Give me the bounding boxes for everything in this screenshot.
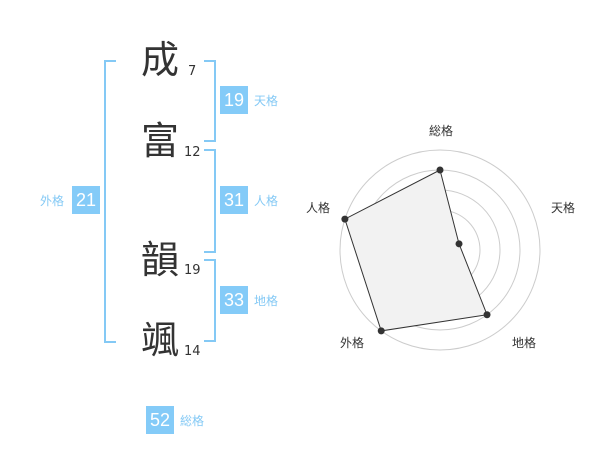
axis-label-gaikaku: 外格 xyxy=(340,335,364,350)
stroke-count-3: 19 xyxy=(184,263,201,278)
axis-label-soukaku: 総格 xyxy=(429,123,453,138)
stroke-count-1: 7 xyxy=(188,64,197,79)
soukaku-value: 52 xyxy=(146,406,174,434)
tenkaku-bracket xyxy=(204,60,216,142)
gaikaku-label: 外格 xyxy=(40,194,65,208)
chikaku-bracket xyxy=(204,259,216,342)
stroke-count-4: 14 xyxy=(184,344,201,359)
chikaku-label: 地格 xyxy=(254,294,279,308)
name-char-4: 颯 xyxy=(140,318,179,362)
radar-point-外格 xyxy=(377,327,385,335)
radar-point-人格 xyxy=(341,215,349,223)
radar-ring xyxy=(339,149,541,351)
name-char-3: 韻 xyxy=(140,238,179,282)
stroke-count-2: 12 xyxy=(184,145,201,160)
radar-point-天格 xyxy=(455,240,463,248)
radar-point-総格 xyxy=(436,166,444,174)
radar-area xyxy=(344,169,488,332)
gaikaku-bracket xyxy=(104,60,116,343)
tenkaku-value: 19 xyxy=(220,86,248,114)
jinkaku-value: 31 xyxy=(220,186,248,214)
axis-label-jinkaku: 人格 xyxy=(306,200,330,215)
jinkaku-bracket xyxy=(204,149,216,253)
soukaku-label: 総格 xyxy=(180,414,205,428)
axis-label-chikaku: 地格 xyxy=(512,335,536,350)
jinkaku-label: 人格 xyxy=(254,194,279,208)
chikaku-value: 33 xyxy=(220,286,248,314)
gaikaku-value: 21 xyxy=(72,186,100,214)
axis-label-tenkaku: 天格 xyxy=(551,200,575,215)
name-char-1: 成 xyxy=(140,38,179,82)
tenkaku-label: 天格 xyxy=(254,94,279,108)
radar-point-地格 xyxy=(483,311,491,319)
name-char-2: 富 xyxy=(140,119,179,163)
